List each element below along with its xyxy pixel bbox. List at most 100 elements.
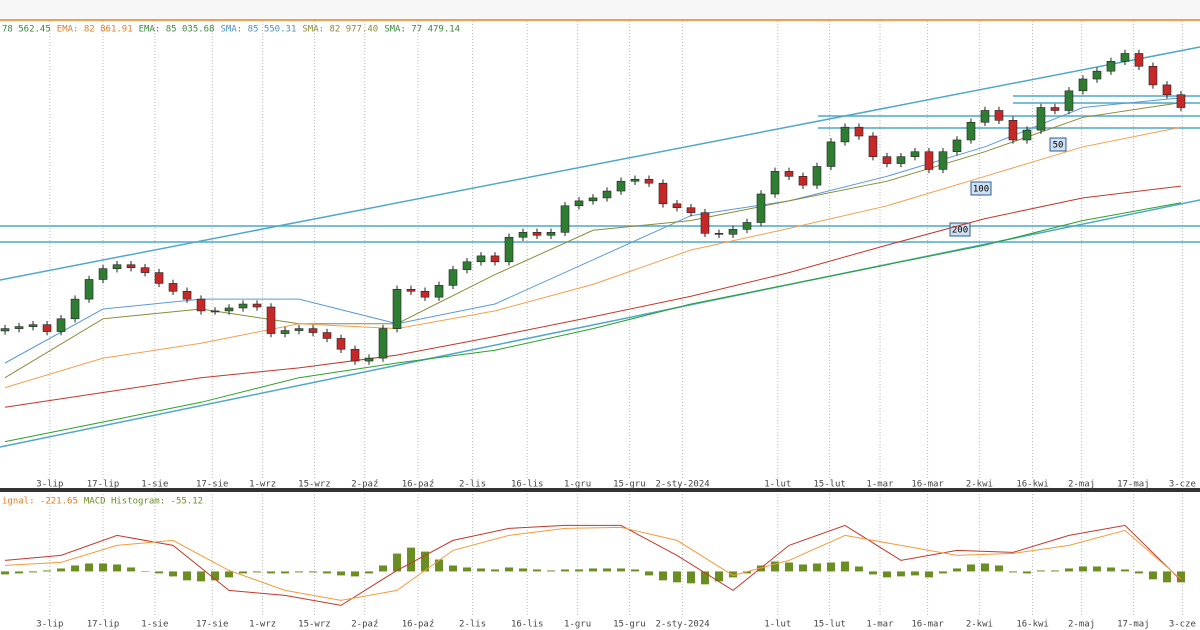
indicator-label: MACD Histogram: -55.12: [84, 497, 203, 507]
moving-average-line: [4, 126, 1182, 389]
candle-body: [728, 229, 738, 235]
x-tick-label: 1-wrz: [249, 620, 276, 630]
candle-body: [1162, 84, 1172, 96]
candle-body: [714, 232, 724, 235]
histogram-bar: [379, 565, 388, 572]
candle-body: [924, 151, 934, 170]
indicator-label: SMA: 82 977.40: [302, 25, 378, 35]
candle-body: [98, 268, 108, 280]
histogram-bar: [407, 547, 416, 572]
candle-body: [882, 156, 892, 164]
histogram-bar: [533, 569, 542, 572]
candle-body: [1078, 78, 1088, 92]
drawings: [0, 46, 1200, 448]
candle-body: [658, 182, 668, 205]
candle-body: [126, 264, 136, 268]
histogram-bar: [589, 568, 598, 572]
histogram-bar: [616, 568, 625, 572]
candle-body: [588, 197, 598, 202]
candle-body: [574, 200, 584, 207]
histogram-bar: [714, 571, 723, 582]
candle-body: [1008, 119, 1018, 141]
histogram-bar: [882, 571, 891, 578]
histogram-bar: [365, 571, 374, 574]
candle-body: [952, 139, 962, 153]
x-tick-label: 15-lut: [813, 620, 846, 630]
candle-body: [210, 310, 220, 313]
x-tick-label: 2-lis: [459, 620, 486, 630]
top-strip: [0, 0, 1200, 20]
histogram-bar: [519, 568, 528, 572]
candle-body: [266, 306, 276, 334]
x-tick-label: 16-lis: [511, 620, 544, 630]
candle-body: [28, 324, 38, 327]
histogram-bar: [85, 563, 94, 572]
candle-body: [910, 151, 920, 157]
candle-body: [56, 318, 66, 332]
histogram-bar: [463, 567, 472, 572]
trend-line: [0, 46, 1200, 281]
histogram-bar: [99, 563, 108, 572]
x-tick-label: 1-mar: [866, 480, 894, 490]
histogram-bar: [561, 569, 570, 572]
histogram-bar: [728, 571, 737, 578]
candle-body: [518, 232, 528, 238]
x-tick-label: 17-maj: [1117, 480, 1150, 490]
candle-body: [798, 176, 808, 186]
histogram-bar: [952, 568, 961, 572]
histogram-bar: [798, 564, 807, 572]
histogram-bar: [1036, 570, 1045, 572]
candle-body: [504, 236, 514, 263]
histogram-bar: [602, 568, 611, 572]
candle-body: [42, 324, 52, 332]
histogram-bar: [1120, 569, 1129, 572]
x-tick-label: 1-gru: [564, 620, 591, 630]
histogram-bar: [15, 571, 24, 574]
x-tick-label: 1-gru: [564, 480, 591, 490]
candle-body: [490, 255, 500, 263]
histogram-bar: [449, 565, 458, 572]
x-tick-label: 17-lip: [87, 480, 120, 490]
histogram-bar: [393, 553, 402, 572]
annotation: 50: [1053, 141, 1064, 151]
histogram-bar: [1106, 567, 1115, 572]
candle-body: [434, 285, 444, 298]
histogram-bar: [658, 571, 667, 581]
candle-body: [1022, 129, 1032, 141]
x-tick-label: 15-gru: [613, 620, 646, 630]
x-tick-label: 15-wrz: [298, 480, 331, 490]
moving-average-line: [4, 185, 1182, 408]
candle-body: [756, 193, 766, 223]
panel-separator: [0, 488, 1200, 492]
candle-body: [140, 267, 150, 273]
candle-body: [546, 232, 556, 236]
candle-body: [826, 141, 836, 167]
candle-body: [112, 264, 122, 269]
histogram-bar: [323, 571, 332, 574]
histogram-bar: [57, 568, 66, 572]
x-tick-label: 2-maj: [1068, 620, 1095, 630]
x-tick-label: 17-sie: [196, 620, 229, 630]
histogram-bar: [980, 563, 989, 572]
histogram-bar: [491, 569, 500, 572]
x-tick-label: 16-paź: [402, 480, 435, 490]
candle-body: [0, 328, 10, 332]
x-tick-label: 17-maj: [1117, 620, 1150, 630]
candle-body: [392, 289, 402, 329]
indicator-label: SMA: 77 479.14: [384, 25, 460, 35]
candle-body: [224, 307, 234, 312]
histogram-bar: [896, 571, 905, 577]
candle-body: [1092, 70, 1102, 80]
histogram-bar: [826, 562, 835, 572]
histogram-bar: [868, 571, 877, 575]
macd-line: [4, 526, 1182, 601]
histogram-bar: [127, 567, 136, 572]
annotation: 100: [973, 185, 989, 195]
annotation-box: [970, 181, 992, 196]
x-tick-label: 2-sty-2024: [656, 480, 710, 490]
candle-body: [896, 156, 906, 164]
annotation-box: [1049, 137, 1067, 152]
histogram-bar: [672, 571, 681, 583]
histogram-bar: [337, 571, 346, 576]
